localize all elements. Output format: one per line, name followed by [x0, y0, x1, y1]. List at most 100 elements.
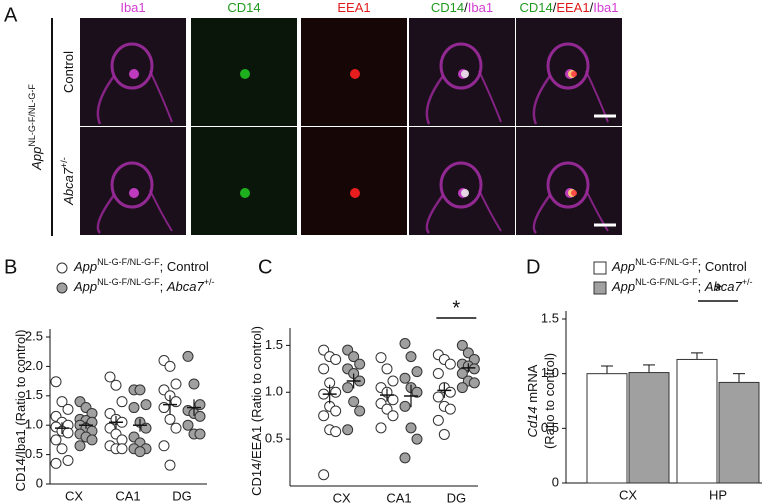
process [149, 70, 173, 123]
text-part: EEA1 [556, 0, 589, 15]
cell-outline [546, 161, 590, 209]
data-point [342, 424, 354, 436]
text-part: CD14 [227, 0, 260, 15]
process [96, 75, 116, 125]
y-tick-label: 1.5 [541, 310, 559, 325]
text-part: ; Control [698, 259, 747, 274]
data-point [170, 422, 182, 434]
channel-header: Iba1 [120, 0, 145, 15]
bar [676, 358, 718, 484]
text-part: Iba1 [468, 0, 493, 15]
data-point [444, 403, 456, 415]
data-point [399, 338, 411, 349]
significance-star: * [714, 280, 722, 302]
y-tick-label: 1.0 [25, 417, 43, 432]
puncta [129, 69, 139, 79]
legend-swatch [56, 282, 68, 294]
puncta [240, 188, 250, 198]
channel-header: CD14 [227, 0, 260, 15]
puncta [129, 188, 139, 198]
data-point [182, 419, 194, 431]
text-part: EEA1 [337, 0, 370, 15]
text-part: / [464, 0, 468, 15]
micrograph [80, 127, 186, 235]
x-tick-label: CX [65, 488, 83, 503]
cell-outline [439, 161, 483, 209]
x-tick-label: CX [333, 490, 351, 504]
legend-swatch [56, 262, 68, 274]
text-part: / [590, 0, 594, 15]
image-bg [516, 127, 622, 235]
data-point [399, 372, 411, 384]
row-label: Abca7+/- [59, 157, 76, 206]
text-part: Abca7 [704, 279, 743, 294]
process [96, 194, 116, 234]
micrograph [301, 127, 407, 235]
process [585, 189, 609, 232]
data-point [194, 410, 206, 422]
data-point [405, 351, 417, 363]
data-point [116, 396, 128, 408]
panel-letter: C [258, 256, 272, 278]
bar [718, 381, 760, 484]
data-point [170, 378, 182, 390]
data-point [188, 378, 200, 390]
x-tick-label: CA1 [386, 490, 411, 504]
text-part: Cd14 [525, 406, 540, 437]
text-part: CD14/EEA1 (Ratio to control) [249, 326, 264, 496]
data-point [50, 434, 62, 446]
text-part: ; [160, 279, 167, 294]
panel-letter: A [4, 4, 18, 26]
text-part: NL-G-F/NL-G-F [27, 84, 37, 147]
text-part: App [73, 259, 97, 274]
process [149, 189, 173, 232]
process [478, 189, 502, 232]
text-part: NL-G-F/NL-G-F [635, 257, 698, 267]
data-point [86, 434, 98, 446]
channel-header: CD14/EEA1/Iba1 [519, 0, 618, 15]
y-axis-label: CD14/EEA1 (Ratio to control) [249, 326, 264, 496]
text-part: App [29, 147, 44, 171]
legend-swatch [593, 261, 607, 275]
x-tick-label: CA1 [115, 488, 140, 503]
y-tick-label: 0 [36, 475, 43, 490]
data-point [62, 403, 74, 415]
text-part: CD14 [431, 0, 464, 15]
text-part: / [553, 0, 557, 15]
data-point [432, 414, 444, 426]
legend-label: AppNL-G-F/NL-G-F; Control [73, 257, 209, 274]
text-part: +/- [204, 277, 215, 287]
puncta [350, 69, 360, 79]
text-part: CD14 [519, 0, 552, 15]
text-part: App [611, 259, 635, 274]
micrograph [80, 18, 186, 126]
image-bg [301, 127, 407, 235]
data-point [158, 440, 170, 452]
y-axis-label: Cd14 mRNA [525, 364, 540, 437]
text-part: NL-G-F/NL-G-F [97, 257, 160, 267]
data-point [432, 368, 444, 379]
data-point [399, 452, 411, 464]
data-point [62, 454, 74, 466]
data-point [330, 353, 342, 365]
panel-letter: B [4, 256, 17, 278]
micrograph [191, 127, 297, 235]
cell-outline [110, 42, 154, 90]
text-part: NL-G-F/NL-G-F [97, 277, 160, 287]
channel-header: CD14/Iba1 [431, 0, 493, 15]
data-point [74, 440, 86, 452]
data-point [348, 351, 360, 363]
cell-outline [546, 42, 590, 90]
text-part: mRNA [525, 364, 540, 406]
data-point [110, 379, 122, 391]
y-tick-label: 1.0 [541, 365, 559, 380]
text-part: Abca7 [166, 279, 205, 294]
micrograph [191, 18, 297, 126]
data-point [468, 363, 480, 375]
data-point [405, 422, 417, 434]
data-point [164, 413, 176, 425]
data-point [375, 352, 387, 364]
micrograph [516, 127, 622, 235]
data-point [182, 350, 194, 362]
